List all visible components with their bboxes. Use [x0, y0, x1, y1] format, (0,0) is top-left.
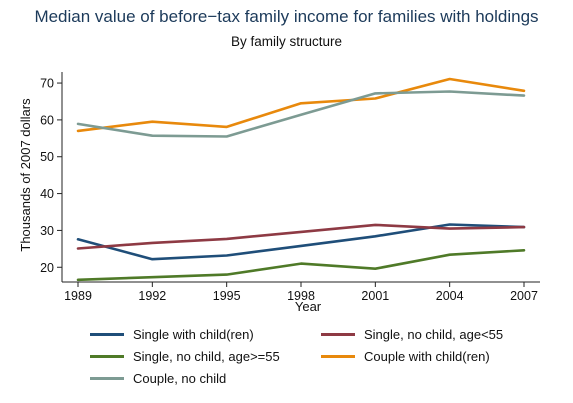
- x-tick-label: 1995: [213, 289, 241, 303]
- y-tick-label: 30: [40, 224, 54, 238]
- y-tick-label: 20: [40, 261, 54, 275]
- chart-title: Median value of before−tax family income…: [34, 7, 539, 26]
- legend-item-1: Single with child(ren): [90, 327, 254, 342]
- legend-item-2: Single, no child, age<55: [321, 327, 503, 342]
- x-axis-title: Year: [295, 299, 322, 314]
- series-line-2: [76, 223, 526, 250]
- series-line-3: [76, 249, 526, 282]
- y-tick-label: 70: [40, 77, 54, 91]
- legend-swatch: [321, 355, 355, 358]
- y-tick-label: 60: [40, 113, 54, 127]
- legend-label: Couple with child(ren): [364, 349, 490, 364]
- y-tick-label: 50: [40, 150, 54, 164]
- legend-swatch: [90, 355, 124, 358]
- series-line-1: [76, 223, 526, 261]
- y-axis-title: Thousands of 2007 dollars: [18, 98, 33, 252]
- series-lines: [76, 77, 526, 282]
- chart-subtitle: By family structure: [230, 34, 343, 49]
- x-tick-label: 1989: [64, 289, 92, 303]
- x-tick-label: 2007: [510, 289, 538, 303]
- x-tick-label: 1998: [287, 289, 315, 303]
- legend-swatch: [90, 333, 124, 336]
- series-line-5: [76, 90, 526, 138]
- x-tick-label: 1992: [138, 289, 166, 303]
- legend-item-3: Single, no child, age>=55: [90, 349, 280, 364]
- legend-swatch: [90, 377, 124, 380]
- legend-swatch: [321, 333, 355, 336]
- x-tick-label: 2001: [361, 289, 389, 303]
- legend-item-4: Couple with child(ren): [321, 349, 490, 364]
- legend-item-5: Couple, no child: [90, 371, 226, 386]
- legend-label: Single, no child, age<55: [364, 327, 504, 342]
- legend-label: Single with child(ren): [133, 327, 254, 342]
- series-line-4: [76, 77, 526, 133]
- legend-label: Couple, no child: [133, 371, 227, 386]
- axes: 20 30 40 50 60 70 1989 1992 1995 1998 2001 2004 2007: [40, 72, 540, 303]
- legend-label: Single, no child, age>=55: [133, 349, 280, 364]
- y-tick-label: 40: [40, 187, 54, 201]
- x-tick-label: 2004: [436, 289, 464, 303]
